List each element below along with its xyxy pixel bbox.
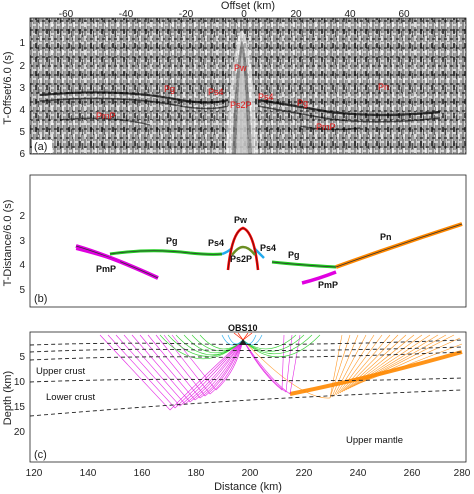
panel-a-xtick: 40 <box>344 9 356 20</box>
panel-c-xtick: 120 <box>26 468 43 479</box>
panel-a-ytick: 1 <box>19 38 25 49</box>
phase-label-ps2p: Ps2P <box>230 254 252 264</box>
panel-b-traveltime-picks <box>75 222 463 285</box>
panel-c-yticks: 5 10 15 20 <box>14 352 26 438</box>
region-upper-crust: Upper crust <box>36 366 85 377</box>
panel-a-ytick: 2 <box>19 61 25 72</box>
panel-c: 5 10 15 20 Depth (km) 120 140 160 180 20… <box>2 323 471 493</box>
panel-c-xticks: 120 140 160 180 200 220 240 260 280 <box>26 468 471 479</box>
station-label: OBS10 <box>228 323 258 333</box>
panel-c-raypaths <box>30 332 463 417</box>
phase-label-pg: Pg <box>288 250 300 260</box>
panel-a-xticks: -60 -40 -20 0 20 40 60 <box>59 9 410 20</box>
phase-label-ps4: Ps4 <box>208 238 224 248</box>
phase-label-pmp: PmP <box>96 111 116 121</box>
panel-c-ytick: 10 <box>14 377 26 388</box>
phase-label-pmp: PmP <box>96 264 116 274</box>
region-upper-mantle: Upper mantle <box>346 435 403 446</box>
phase-label-pn: Pn <box>378 82 389 92</box>
panel-a-xlabel: Offset (km) <box>221 0 275 12</box>
phase-label-pg: Pg <box>164 84 175 94</box>
phase-label-pmp: PmP <box>316 122 336 132</box>
panel-a-phase-labels: Pw Pg Ps4 Ps4 Pg Pn PmP Ps2P PmP <box>96 63 389 132</box>
panel-a-ytick: 3 <box>19 83 25 94</box>
panel-b-ylabel: T-Distance/6.0 (s) <box>2 200 14 287</box>
phase-label-pmp: PmP <box>318 280 338 290</box>
panel-a-xtick: -20 <box>179 9 194 20</box>
panel-c-xtick: 220 <box>296 468 313 479</box>
panel-c-xtick: 280 <box>454 468 471 479</box>
panel-c-xlabel: Distance (km) <box>214 481 282 493</box>
panel-a-xtick: 60 <box>398 9 410 20</box>
panel-a-xtick: 0 <box>241 9 247 20</box>
panel-a-tag-bg <box>32 140 52 153</box>
region-lower-crust: Lower crust <box>46 392 95 403</box>
panel-a-yticks: 1 2 3 4 5 6 <box>19 38 25 160</box>
panel-b-frame <box>29 174 467 308</box>
panel-c-ytick: 5 <box>19 352 25 363</box>
panel-b: 2 3 4 5 T-Distance/6.0 (s) (b) Pw Pg Ps4… <box>2 174 467 308</box>
panel-c-xtick: 160 <box>134 468 151 479</box>
panel-a: Offset (km) -60 -40 -20 0 20 40 60 <box>2 0 467 160</box>
panel-a-xtick: -60 <box>59 9 74 20</box>
panel-c-ytick: 15 <box>14 402 26 413</box>
panel-a-seismic-section <box>30 18 466 154</box>
panel-c-tag: (c) <box>34 449 47 461</box>
phase-label-pg: Pg <box>297 98 308 108</box>
panel-c-xtick: 260 <box>404 468 421 479</box>
panel-c-xtick: 180 <box>188 468 205 479</box>
phase-label-pg: Pg <box>166 236 178 246</box>
phase-label-ps2p: Ps2P <box>230 100 252 110</box>
panel-b-ytick: 2 <box>19 211 25 222</box>
panel-a-xtick: 20 <box>290 9 302 20</box>
panel-b-phase-labels: Pw Pg Ps4 Ps4 Pg Pn PmP Ps2P PmP <box>96 215 392 290</box>
panel-a-ytick: 4 <box>19 105 25 116</box>
phase-label-ps4: Ps4 <box>208 87 224 97</box>
panel-a-frame <box>29 17 467 155</box>
panel-c-xtick: 240 <box>350 468 367 479</box>
panel-a-ylabel: T-Offset/6.0 (s) <box>2 51 14 124</box>
phase-label-pw: Pw <box>234 63 247 73</box>
obs-station-marker <box>239 339 247 345</box>
panel-a-tag: (a) <box>34 141 47 153</box>
panel-c-xtick: 200 <box>242 468 259 479</box>
panel-b-tag: (b) <box>34 293 47 305</box>
panel-a-ytick: 6 <box>19 149 25 160</box>
panel-c-ylabel: Depth (km) <box>2 371 14 425</box>
panel-c-xtick: 140 <box>80 468 97 479</box>
phase-label-pn: Pn <box>380 232 392 242</box>
panel-a-ytick: 5 <box>19 127 25 138</box>
panel-c-frame <box>29 331 467 463</box>
panel-a-xtick: -40 <box>119 9 134 20</box>
panel-c-ytick: 20 <box>14 427 26 438</box>
panel-b-ytick: 4 <box>19 260 25 271</box>
panel-b-ytick: 5 <box>19 285 25 296</box>
panel-b-ytick: 3 <box>19 236 25 247</box>
phase-label-ps4: Ps4 <box>260 243 276 253</box>
phase-label-ps4: Ps4 <box>258 92 274 102</box>
phase-label-pw: Pw <box>234 215 248 225</box>
panel-b-yticks: 2 3 4 5 <box>19 211 25 296</box>
